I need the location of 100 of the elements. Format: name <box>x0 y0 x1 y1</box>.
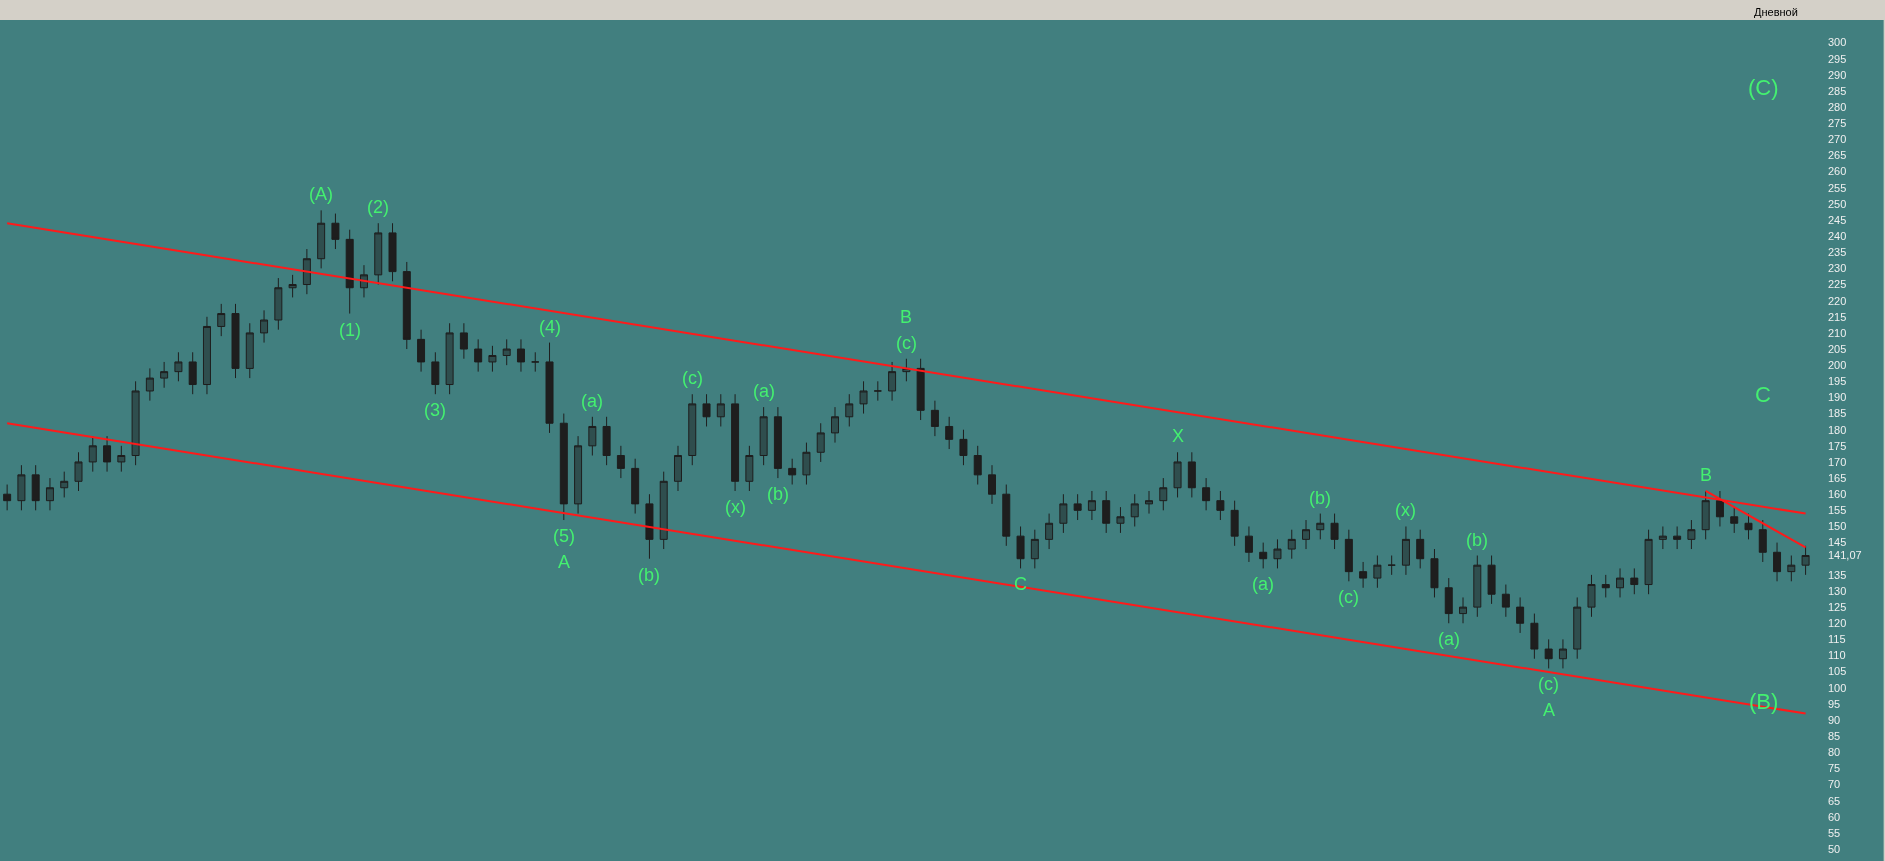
candlestick <box>1730 506 1739 534</box>
candlestick <box>688 393 697 466</box>
candlestick <box>260 309 269 344</box>
candlestick <box>1016 525 1025 569</box>
annotation: A <box>558 552 571 572</box>
candlestick <box>888 361 897 402</box>
y-tick-label: 90 <box>1828 713 1841 726</box>
candlestick <box>345 229 354 315</box>
candlestick <box>645 493 654 560</box>
y-tick-label: 75 <box>1828 762 1841 775</box>
candlestick <box>716 393 725 427</box>
candlestick <box>545 342 554 434</box>
y-tick-label: 245 <box>1828 213 1847 226</box>
y-tick-label: 50 <box>1828 842 1841 855</box>
candlestick <box>88 435 97 473</box>
y-tick-label: 270 <box>1828 133 1847 146</box>
annotation: C <box>1755 382 1771 407</box>
candlestick <box>1073 493 1082 521</box>
y-tick-label: 120 <box>1828 617 1847 630</box>
candlestick <box>1444 577 1453 624</box>
candlestick <box>1116 506 1125 534</box>
y-tick-label: 200 <box>1828 359 1847 372</box>
candlestick <box>1630 567 1639 595</box>
candlestick <box>1130 493 1139 527</box>
candlestick <box>245 322 254 379</box>
candlestick <box>859 380 868 415</box>
candlestick <box>45 477 54 511</box>
candlestick <box>1773 542 1782 582</box>
candlestick <box>1059 493 1068 534</box>
annotation: (5) <box>553 526 575 546</box>
candlestick <box>773 406 782 479</box>
candlestick <box>930 400 939 437</box>
candlestick <box>1430 548 1439 598</box>
candlestick <box>631 458 640 515</box>
candlestick <box>1616 567 1625 598</box>
y-tick-label: 160 <box>1828 488 1847 501</box>
candlestick <box>1302 519 1311 550</box>
annotation: (x) <box>725 497 746 517</box>
candlestick <box>1087 490 1096 521</box>
y-tick-label: 300 <box>1828 36 1847 49</box>
candlestick <box>1401 525 1410 576</box>
candlestick <box>802 442 811 486</box>
candlestick <box>174 351 183 382</box>
y-tick-label: 295 <box>1828 52 1847 65</box>
candlestick <box>516 338 525 373</box>
candlestick <box>1801 545 1810 576</box>
candlestick <box>217 303 226 337</box>
y-tick-label: 185 <box>1828 407 1847 420</box>
y-tick-label: 240 <box>1828 229 1847 242</box>
candlestick <box>1287 529 1296 560</box>
y-tick-label: 285 <box>1828 84 1847 97</box>
candlestick <box>288 274 297 298</box>
candlestick <box>945 416 954 450</box>
candlestick <box>1330 513 1339 550</box>
candlestick <box>659 471 668 550</box>
annotation: (2) <box>367 197 389 217</box>
candlestick <box>1758 519 1767 563</box>
candlestick <box>1673 525 1682 550</box>
y-tick-label: 155 <box>1828 504 1847 517</box>
y-tick-label: 230 <box>1828 262 1847 275</box>
text: Дневной <box>1754 6 1798 18</box>
y-tick-label: 110 <box>1828 649 1846 662</box>
y-tick-label: 141,07 <box>1828 549 1862 562</box>
candlestick <box>17 464 26 511</box>
candlestick <box>845 393 854 427</box>
annotation: (1) <box>339 320 361 340</box>
candlestick <box>302 248 311 295</box>
y-tick-label: 55 <box>1828 826 1841 839</box>
candlestick <box>374 222 383 286</box>
y-tick-label: 275 <box>1828 117 1847 130</box>
y-tick-label: 170 <box>1828 455 1847 468</box>
candlestick <box>488 345 497 373</box>
y-tick-label: 65 <box>1828 794 1841 807</box>
candlestick <box>973 445 982 486</box>
candlestick <box>1387 555 1396 576</box>
annotation: (c) <box>1338 587 1359 607</box>
y-tick-label: 280 <box>1828 100 1847 113</box>
candlestick <box>74 451 83 492</box>
candlestick <box>1002 484 1011 547</box>
candlestick <box>1473 555 1482 618</box>
candlestick <box>1373 555 1382 589</box>
candlestick <box>831 406 839 444</box>
annotation: (c) <box>682 368 703 388</box>
candlestick <box>1544 638 1553 669</box>
candlestick <box>1715 490 1724 527</box>
candlestick <box>1530 613 1539 660</box>
candlestick <box>788 458 797 486</box>
candlestick <box>474 338 483 373</box>
y-tick-label: 195 <box>1828 375 1847 388</box>
candlestick <box>745 445 754 492</box>
annotation: (c) <box>896 333 917 353</box>
y-tick-label: 125 <box>1828 600 1847 613</box>
y-tick-label: 115 <box>1828 633 1846 646</box>
y-tick-label: 210 <box>1828 326 1847 339</box>
candlestick <box>431 351 440 395</box>
candlestick <box>1230 500 1239 547</box>
y-tick-label: 255 <box>1828 181 1847 194</box>
candlestick <box>559 413 568 521</box>
annotation: (b) <box>767 484 789 504</box>
y-tick-label: 105 <box>1828 665 1847 678</box>
